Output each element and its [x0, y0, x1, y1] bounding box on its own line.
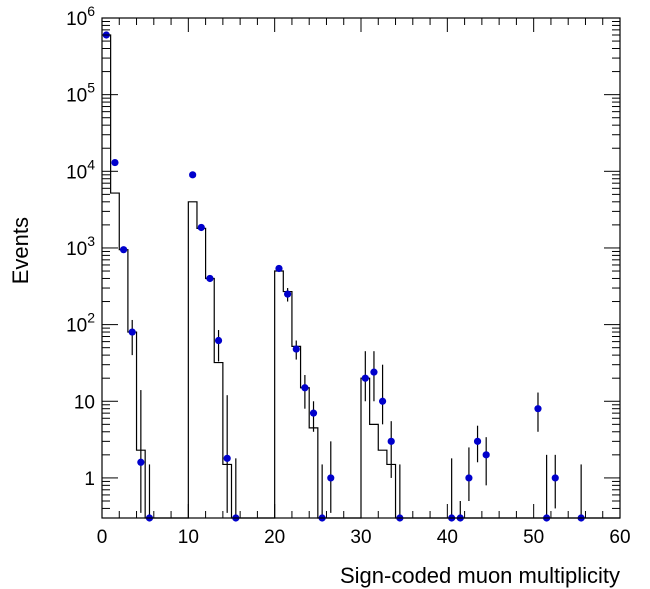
x-tick-label: 0: [97, 527, 108, 548]
data-point: [534, 405, 542, 413]
data-point: [128, 328, 136, 336]
x-tick-label: 10: [178, 527, 199, 548]
data-point: [292, 345, 300, 353]
data-point: [465, 474, 473, 482]
y-axis-title: Events: [8, 217, 33, 284]
axes-layer: 0 10 20 30 40 50 60 1 10 102 103 104 105 106: [66, 3, 631, 548]
y-tick-label: 106: [66, 3, 95, 30]
data-point: [370, 368, 378, 376]
x-tick-label: 50: [523, 527, 544, 548]
data-point: [327, 474, 335, 482]
data-point: [482, 451, 490, 459]
y-tick-label: 102: [66, 310, 95, 337]
data-point: [189, 171, 197, 179]
data-point: [275, 264, 283, 273]
y-tick-label: 10: [74, 392, 95, 413]
data-point: [473, 437, 482, 445]
y-tick-label: 103: [66, 233, 95, 260]
y-tick-label: 1: [84, 469, 95, 490]
x-axis-title: Sign-coded muon multiplicity: [340, 563, 620, 588]
data-point: [214, 336, 223, 345]
x-tick-label: 40: [437, 527, 458, 548]
y-tick-label: 104: [66, 156, 95, 183]
x-tick-label: 20: [264, 527, 285, 548]
data-point: [111, 158, 119, 167]
x-tick-label: 30: [350, 527, 371, 548]
data-point: [197, 223, 205, 232]
x-tick-label: 60: [609, 527, 630, 548]
data-point: [361, 374, 369, 382]
data-point: [301, 384, 309, 392]
data-point: [119, 246, 128, 254]
data-point: [309, 409, 318, 417]
data-point: [206, 274, 214, 283]
data-point: [378, 397, 387, 405]
y-tick-label: 105: [66, 80, 95, 107]
data-point: [387, 437, 395, 445]
data-point: [551, 474, 559, 482]
data-point: [137, 458, 145, 466]
data-point: [284, 290, 292, 298]
data-point: [223, 454, 231, 462]
